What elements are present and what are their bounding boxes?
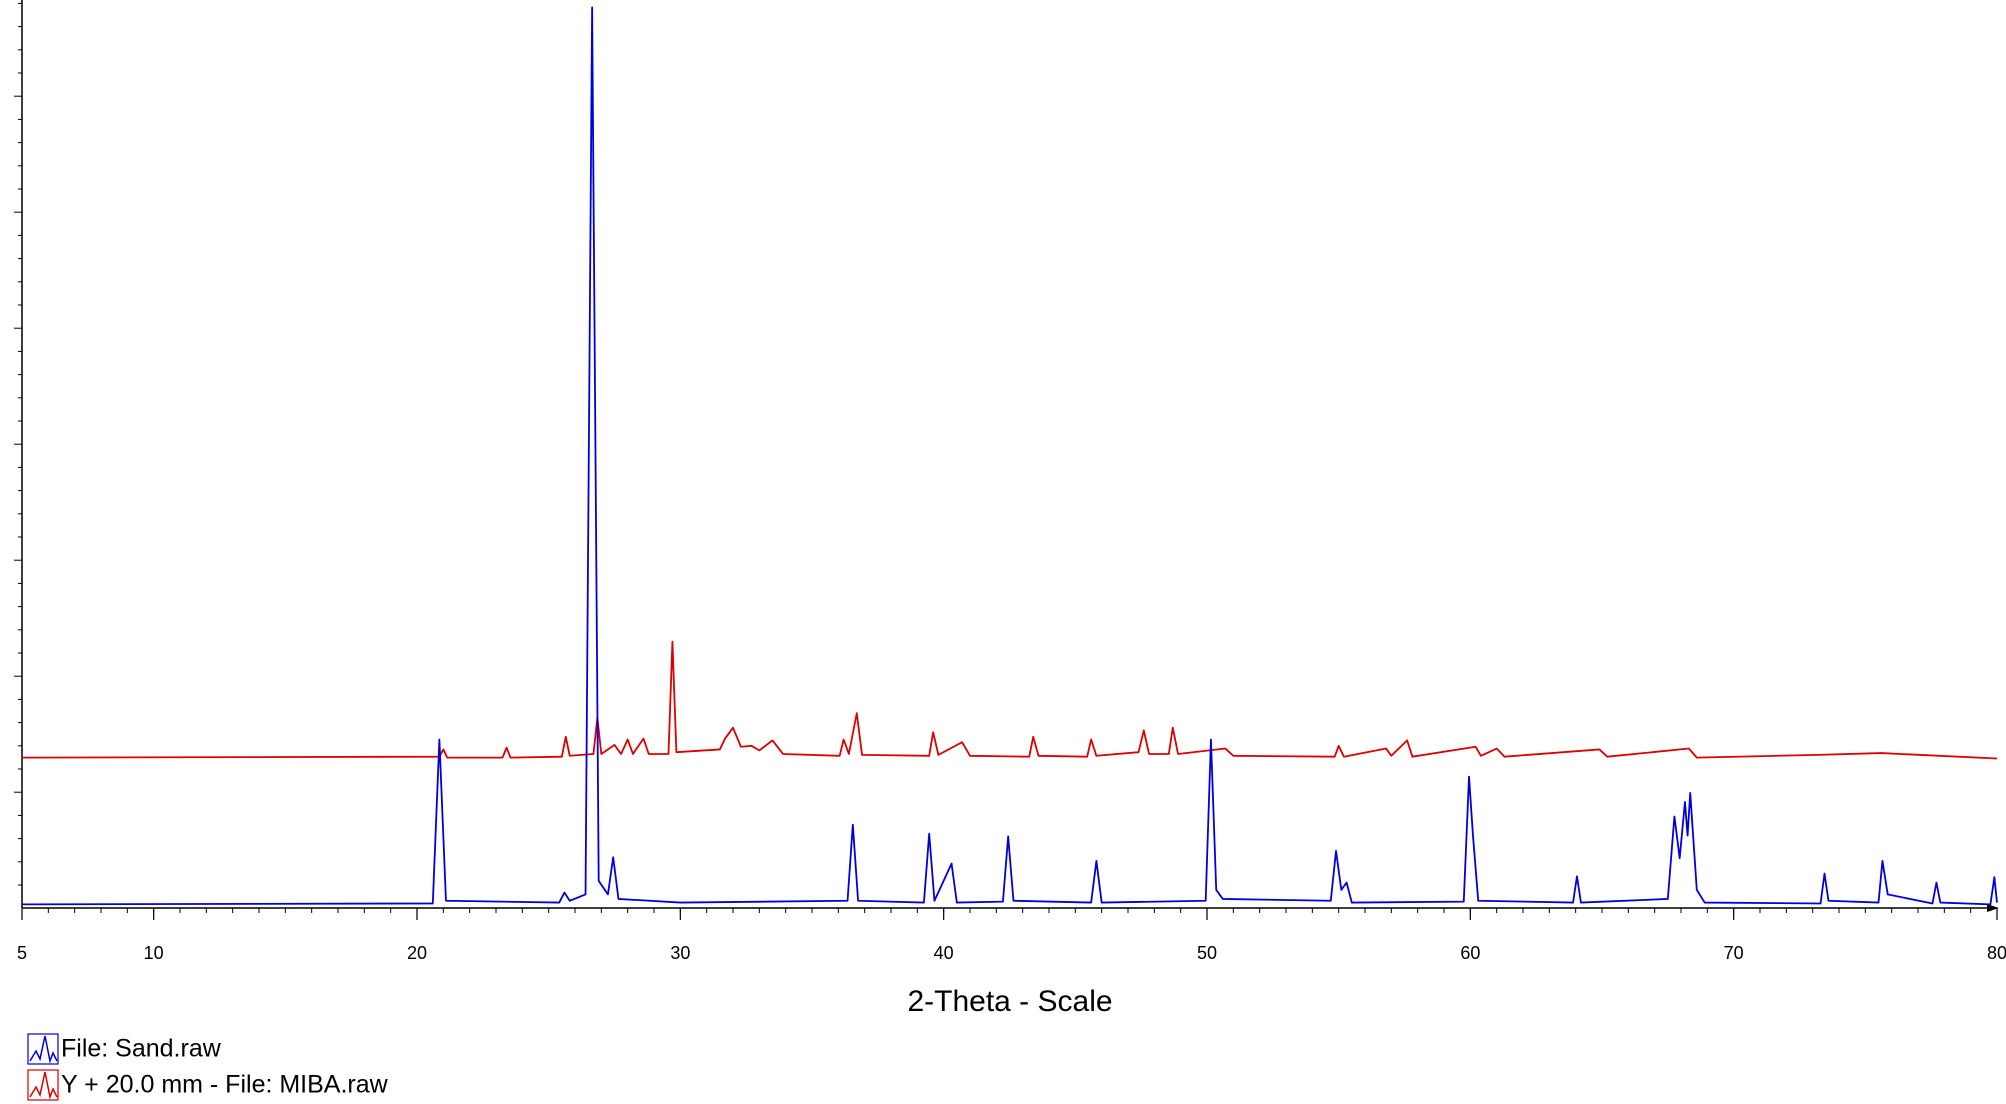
series-line: [21, 640, 1998, 760]
legend-icon-box: [27, 1033, 59, 1065]
x-tick-label: 60: [1460, 943, 1480, 963]
x-tick-label: 50: [1197, 943, 1217, 963]
legend-icon-line: [29, 1071, 58, 1100]
x-tick-label: 40: [934, 943, 954, 963]
x-tick-label: 10: [144, 943, 164, 963]
x-tick-label: 30: [670, 943, 690, 963]
x-axis-arrow: [1987, 904, 1999, 912]
x-tick-label: 70: [1724, 943, 1744, 963]
x-tick-label: 80: [1987, 943, 2006, 963]
legend-icon-box: [27, 1069, 59, 1101]
x-tick-label: 5: [17, 943, 27, 963]
legend-text: File: Sand.raw: [61, 1035, 222, 1063]
legend-icon-line: [29, 1035, 58, 1064]
x-tick-label: 20: [407, 943, 427, 963]
series-line: [21, 6, 1998, 906]
x-axis-label: 2-Theta - Scale: [907, 985, 1112, 1018]
legend-text: Y + 20.0 mm - File: MIBA.raw: [61, 1071, 389, 1099]
